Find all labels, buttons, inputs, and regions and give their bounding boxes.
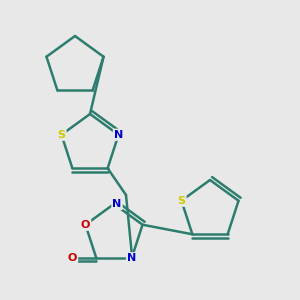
Text: N: N [112,199,122,209]
Text: N: N [127,253,136,263]
Text: S: S [58,130,65,140]
Text: N: N [114,130,123,140]
Text: S: S [178,196,185,206]
Text: O: O [68,253,77,263]
Text: O: O [81,220,90,230]
